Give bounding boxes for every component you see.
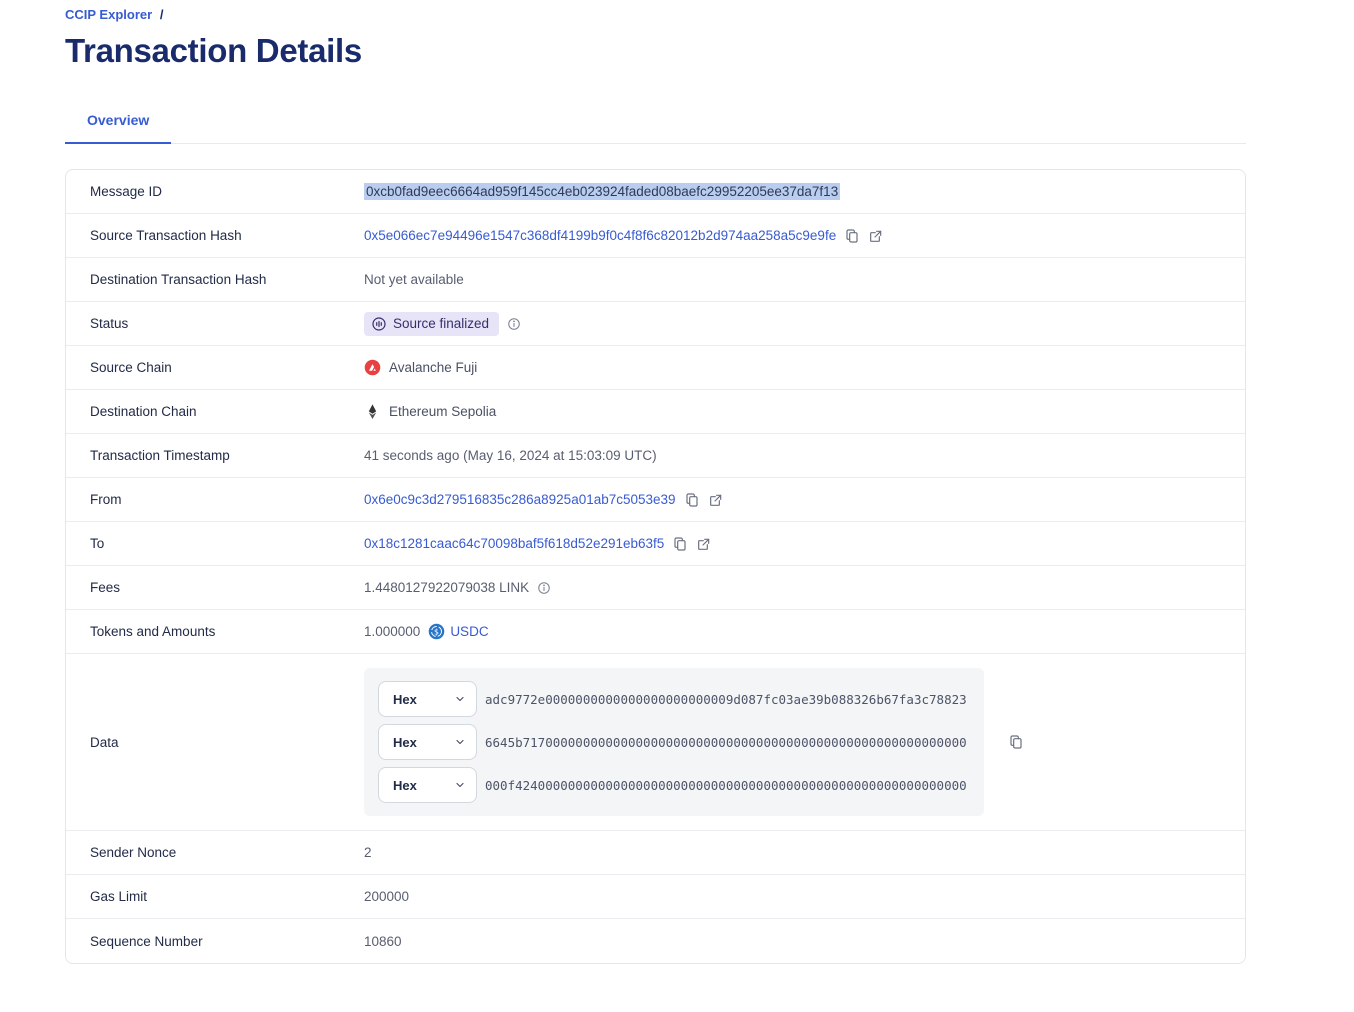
data-format-value: Hex bbox=[393, 691, 417, 707]
data-hex-value: 6645b71700000000000000000000000000000000… bbox=[485, 734, 967, 750]
data-hex-box: Hex adc9772e0000000000000000000000009d08… bbox=[364, 668, 984, 816]
row-label: Sequence Number bbox=[90, 933, 203, 949]
table-row-message-id: Message ID 0xcb0fad9eec6664ad959f145cc4e… bbox=[66, 170, 1245, 214]
data-format-value: Hex bbox=[393, 734, 417, 750]
message-id-value: 0xcb0fad9eec6664ad959f145cc4eb023924fade… bbox=[364, 183, 841, 200]
data-format-select[interactable]: Hex bbox=[378, 681, 477, 717]
info-icon[interactable] bbox=[507, 317, 521, 331]
token-amount-value: 1.000000 bbox=[364, 624, 421, 639]
external-link-icon[interactable] bbox=[708, 492, 724, 508]
fees-value: 1.4480127922079038 LINK bbox=[364, 580, 530, 595]
data-hex-value: adc9772e0000000000000000000000009d087fc0… bbox=[485, 691, 967, 707]
source-tx-hash-link[interactable]: 0x5e066ec7e94496e1547c368df4199b9f0c4f8f… bbox=[364, 228, 837, 243]
table-row-source-tx-hash: Source Transaction Hash 0x5e066ec7e94496… bbox=[66, 214, 1245, 258]
sequence-number-value: 10860 bbox=[364, 933, 402, 949]
token-symbol: USDC bbox=[450, 624, 489, 639]
row-label: Tokens and Amounts bbox=[90, 624, 216, 639]
row-label: Status bbox=[90, 316, 129, 331]
status-badge: Source finalized bbox=[364, 311, 500, 336]
ethereum-icon bbox=[364, 403, 381, 420]
timestamp-value: 41 seconds ago (May 16, 2024 at 15:03:09… bbox=[364, 448, 657, 463]
transaction-details-page: CCIP Explorer / Transaction Details Over… bbox=[65, 0, 1246, 964]
table-row-gas-limit: Gas Limit 200000 bbox=[66, 875, 1245, 919]
page-title: Transaction Details bbox=[65, 32, 362, 69]
usdc-icon: $ bbox=[428, 623, 445, 640]
data-format-select[interactable]: Hex bbox=[378, 767, 477, 803]
table-row-status: Status Source finalized bbox=[66, 302, 1245, 346]
row-label: Transaction Timestamp bbox=[90, 448, 230, 463]
data-format-value: Hex bbox=[393, 777, 417, 793]
svg-text:$: $ bbox=[434, 627, 439, 636]
external-link-icon[interactable] bbox=[696, 536, 712, 552]
usdc-token-link[interactable]: $ USDC bbox=[428, 623, 489, 640]
chevron-down-icon bbox=[456, 739, 464, 745]
row-label: Sender Nonce bbox=[90, 845, 177, 860]
table-row-timestamp: Transaction Timestamp 41 seconds ago (Ma… bbox=[66, 434, 1245, 478]
table-row-source-chain: Source Chain Avalanche Fuji bbox=[66, 346, 1245, 390]
status-progress-icon bbox=[371, 316, 387, 332]
copy-icon[interactable] bbox=[1008, 734, 1024, 750]
table-row-tokens-amounts: Tokens and Amounts 1.000000 $ USDC bbox=[66, 610, 1245, 654]
info-icon[interactable] bbox=[537, 581, 551, 595]
table-row-from: From 0x6e0c9c3d279516835c286a8925a01ab7c… bbox=[66, 478, 1245, 522]
breadcrumb-link-ccip-explorer[interactable]: CCIP Explorer bbox=[65, 7, 153, 22]
breadcrumb-separator: / bbox=[159, 7, 164, 22]
data-line: Hex 000f42400000000000000000000000000000… bbox=[378, 767, 970, 803]
status-badge-label: Source finalized bbox=[393, 316, 490, 331]
row-label: Message ID bbox=[90, 184, 163, 199]
from-address-link[interactable]: 0x6e0c9c3d279516835c286a8925a01ab7c5053e… bbox=[364, 492, 676, 507]
source-chain-name: Avalanche Fuji bbox=[389, 360, 478, 375]
copy-icon[interactable] bbox=[672, 536, 688, 552]
chevron-down-icon bbox=[456, 782, 464, 788]
dest-tx-hash-value: Not yet available bbox=[364, 272, 464, 287]
table-row-dest-chain: Destination Chain Ethereum Sepolia bbox=[66, 390, 1245, 434]
breadcrumb: CCIP Explorer / bbox=[65, 7, 1246, 22]
tab-overview[interactable]: Overview bbox=[65, 102, 172, 144]
table-row-data: Data Hex adc9772e00000000000000000000000… bbox=[66, 654, 1245, 831]
to-address-link[interactable]: 0x18c1281caac64c70098baf5f618d52e291eb63… bbox=[364, 536, 665, 551]
copy-icon[interactable] bbox=[844, 228, 860, 244]
row-label: Destination Chain bbox=[90, 404, 197, 419]
row-label: From bbox=[90, 492, 122, 507]
external-link-icon[interactable] bbox=[868, 228, 884, 244]
row-label: Source Transaction Hash bbox=[90, 228, 242, 243]
data-format-select[interactable]: Hex bbox=[378, 724, 477, 760]
gas-limit-value: 200000 bbox=[364, 889, 410, 904]
row-label: Fees bbox=[90, 580, 121, 595]
table-row-sender-nonce: Sender Nonce 2 bbox=[66, 831, 1245, 875]
sender-nonce-value: 2 bbox=[364, 845, 372, 860]
row-label: Destination Transaction Hash bbox=[90, 272, 267, 287]
data-line: Hex 6645b7170000000000000000000000000000… bbox=[378, 724, 970, 760]
avalanche-icon bbox=[364, 359, 381, 376]
chevron-down-icon bbox=[456, 696, 464, 702]
row-label: To bbox=[90, 536, 105, 551]
data-hex-value: 000f424000000000000000000000000000000000… bbox=[485, 777, 967, 793]
tab-bar: Overview bbox=[65, 102, 1246, 144]
table-row-sequence-number: Sequence Number 10860 bbox=[66, 919, 1245, 963]
row-label: Gas Limit bbox=[90, 889, 148, 904]
table-row-to: To 0x18c1281caac64c70098baf5f618d52e291e… bbox=[66, 522, 1245, 566]
table-row-dest-tx-hash: Destination Transaction Hash Not yet ava… bbox=[66, 258, 1245, 302]
copy-icon[interactable] bbox=[684, 492, 700, 508]
table-row-fees: Fees 1.4480127922079038 LINK bbox=[66, 566, 1245, 610]
row-label: Data bbox=[90, 734, 119, 750]
row-label: Source Chain bbox=[90, 360, 172, 375]
transaction-details-table: Message ID 0xcb0fad9eec6664ad959f145cc4e… bbox=[65, 169, 1246, 964]
data-line: Hex adc9772e0000000000000000000000009d08… bbox=[378, 681, 970, 717]
dest-chain-name: Ethereum Sepolia bbox=[389, 404, 497, 419]
